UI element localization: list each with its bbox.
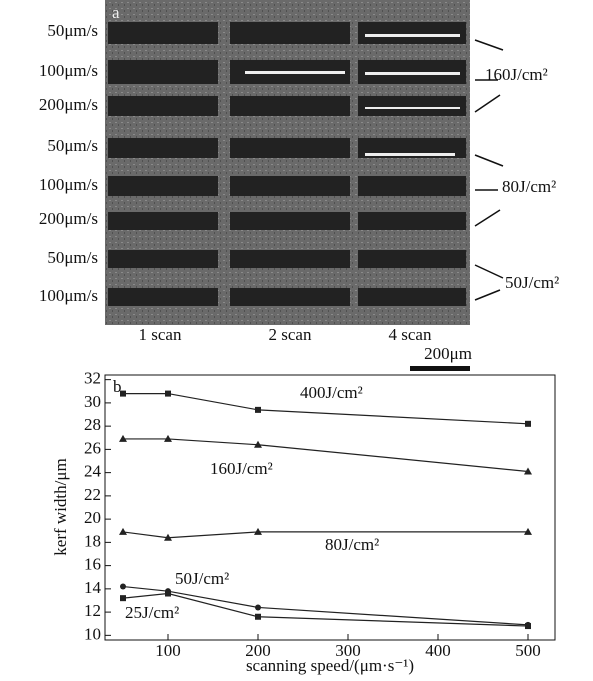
scan-label: 2 scan (269, 325, 312, 344)
fluence-label: 160J/cm² (485, 65, 548, 84)
y-tick-label: 22 (84, 485, 101, 504)
row-label: 200μm/s (39, 95, 98, 114)
y-tick-label: 10 (84, 624, 101, 643)
x-axis-label: scanning speed/(μm·s⁻¹) (246, 656, 414, 675)
marker (120, 390, 126, 397)
y-tick-label: 12 (84, 601, 101, 620)
scale-bar-label: 200μm (424, 344, 472, 363)
fluence-label: 80J/cm² (502, 177, 556, 196)
marker (525, 623, 531, 630)
row-label: 50μm/s (47, 136, 98, 155)
marker (119, 527, 127, 535)
row-label: 50μm/s (47, 248, 98, 267)
scan-label: 4 scan (389, 325, 432, 344)
x-tick-label: 300 (335, 641, 361, 660)
x-tick-label: 200 (245, 641, 271, 660)
series-label: 160J/cm² (210, 459, 273, 478)
marker (255, 604, 261, 611)
row-label: 50μm/s (47, 21, 98, 40)
y-tick-label: 30 (84, 392, 101, 411)
series-line (122, 592, 529, 627)
panel-label: a (112, 3, 120, 22)
scan-label: 1 scan (139, 325, 182, 344)
x-tick-label: 100 (155, 641, 181, 660)
x-tick-label: 400 (425, 641, 451, 660)
series-label: 50J/cm² (175, 569, 229, 588)
marker (119, 434, 127, 442)
marker (524, 527, 532, 535)
marker (120, 595, 126, 602)
marker (165, 390, 171, 397)
marker (255, 406, 261, 413)
marker (255, 613, 261, 620)
row-label: 100μm/s (39, 175, 98, 194)
y-tick-label: 24 (84, 462, 102, 481)
y-tick-label: 26 (84, 438, 101, 457)
series-label: 400J/cm² (300, 383, 363, 402)
series-line (123, 438, 529, 473)
y-tick-label: 32 (84, 369, 101, 388)
x-tick-label: 500 (515, 641, 541, 660)
micrograph-image (105, 0, 504, 371)
row-label: 200μm/s (39, 209, 98, 228)
panel-label: b (113, 377, 122, 396)
y-tick-label: 18 (84, 531, 101, 550)
y-tick-label: 16 (84, 555, 101, 574)
y-tick-label: 20 (84, 508, 101, 527)
fluence-label: 50J/cm² (505, 273, 559, 292)
plot-frame (104, 374, 556, 641)
marker (524, 467, 532, 475)
series-label: 25J/cm² (125, 603, 179, 622)
marker (120, 583, 126, 590)
marker (164, 533, 172, 541)
series-line (123, 392, 529, 425)
series-line (122, 531, 528, 539)
y-tick-label: 14 (84, 578, 102, 597)
y-axis-label: kerf width/μm (51, 458, 70, 555)
y-tick-label: 28 (84, 415, 101, 434)
row-label: 100μm/s (39, 61, 98, 80)
marker (164, 434, 172, 442)
marker (165, 590, 171, 597)
marker (254, 440, 262, 448)
row-label: 100μm/s (39, 286, 98, 305)
series-line (122, 585, 529, 626)
series-label: 80J/cm² (325, 535, 379, 554)
marker (525, 420, 531, 427)
marker (254, 527, 262, 535)
